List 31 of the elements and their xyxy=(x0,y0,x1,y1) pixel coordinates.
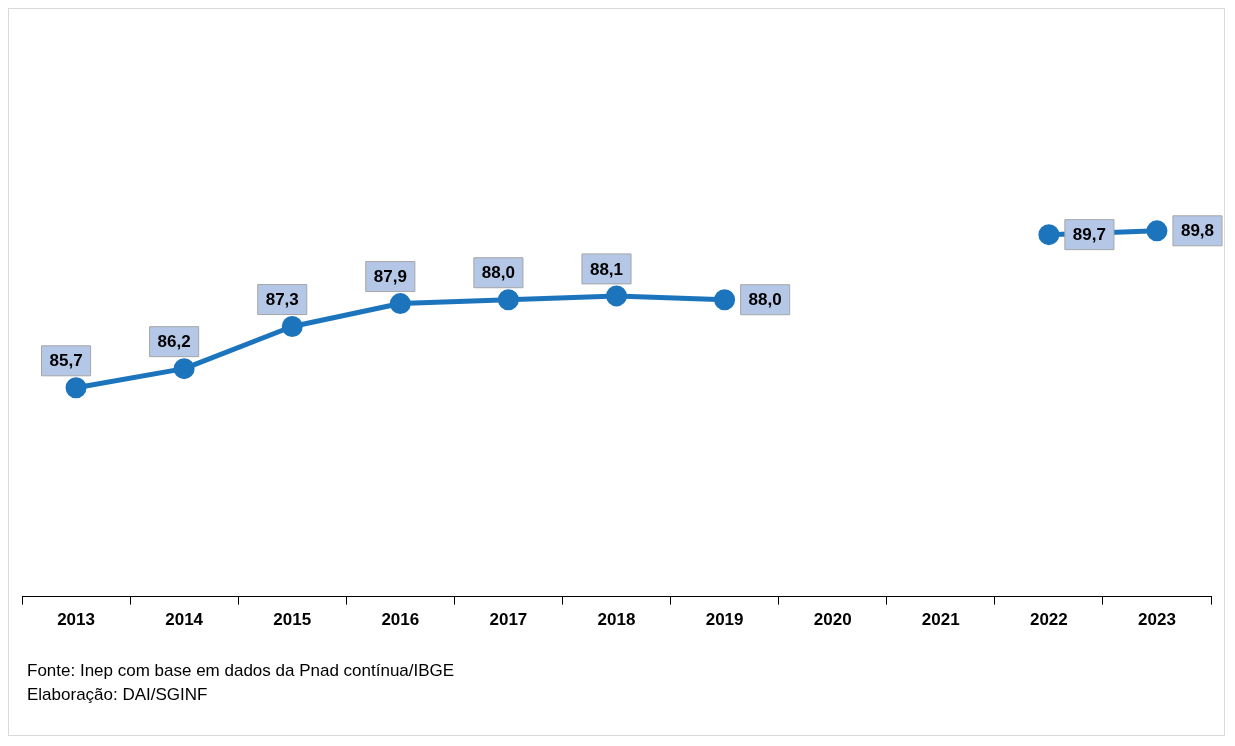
data-label: 88,0 xyxy=(481,263,515,283)
x-tick-label: 2023 xyxy=(1138,610,1176,630)
point xyxy=(173,358,195,380)
x-tick-label: 2014 xyxy=(165,610,204,630)
data-label: 87,3 xyxy=(265,290,299,310)
x-tick-label: 2015 xyxy=(273,610,312,630)
x-tick-label: 2013 xyxy=(57,610,95,630)
point xyxy=(1038,224,1060,246)
x-tick-label: 2017 xyxy=(489,610,528,630)
data-label: 86,2 xyxy=(157,332,191,352)
data-label: 88,0 xyxy=(748,290,782,310)
point xyxy=(281,316,303,338)
source-note: Fonte: Inep com base em dados da Pnad contínua/IBGE xyxy=(27,660,456,682)
point xyxy=(1146,220,1168,242)
x-tick-label: 2018 xyxy=(597,610,636,630)
data-label: 88,1 xyxy=(589,259,624,279)
x-tick-label: 2020 xyxy=(813,610,852,630)
x-tick-label: 2019 xyxy=(705,610,744,630)
text: Elaboração: DAI/SGINF xyxy=(27,684,209,706)
x-tick-label: 2022 xyxy=(1029,610,1068,630)
data-label: 87,9 xyxy=(373,267,407,287)
x-tick-label: 2016 xyxy=(381,610,420,630)
point xyxy=(497,289,519,311)
x-tick-label: 2021 xyxy=(921,610,960,630)
point xyxy=(65,377,87,399)
data-label: 89,7 xyxy=(1072,225,1106,245)
data-label: 85,7 xyxy=(49,351,83,371)
data-label: 89,8 xyxy=(1180,221,1215,241)
point xyxy=(714,289,736,311)
point xyxy=(389,293,411,315)
point xyxy=(606,285,627,307)
